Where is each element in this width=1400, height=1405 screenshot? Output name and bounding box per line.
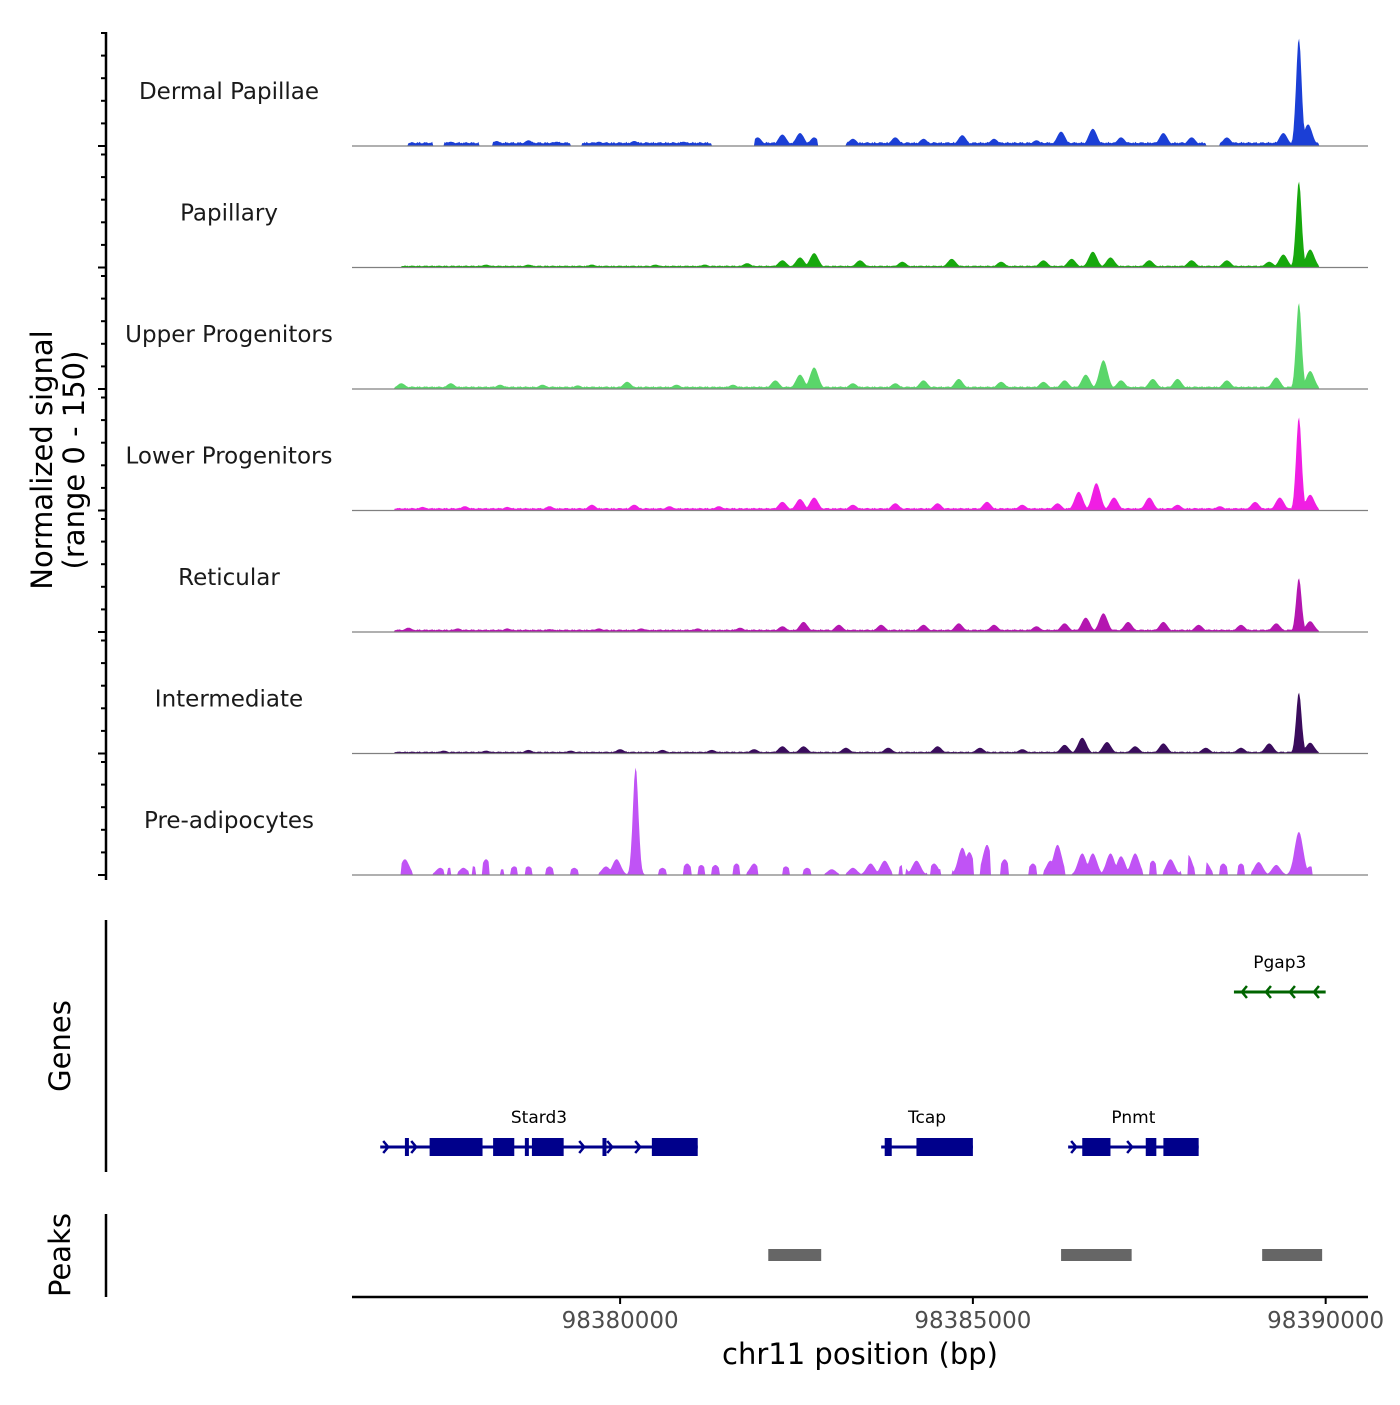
x-tick-label: 98390000 bbox=[1267, 1308, 1384, 1334]
coverage-area bbox=[352, 692, 1368, 754]
gene-exon bbox=[404, 1138, 409, 1156]
track-label: Reticular bbox=[178, 565, 280, 591]
coverage-track: Intermediate bbox=[155, 687, 1368, 755]
coverage-panel: Dermal Papillae Papillary Upper Progenitor… bbox=[125, 38, 1368, 876]
coverage-track: Pre-adipocytes bbox=[144, 767, 1368, 876]
peak-region bbox=[768, 1249, 822, 1261]
strand-arrow bbox=[606, 1140, 614, 1154]
peak-region bbox=[1061, 1249, 1132, 1261]
coverage-area bbox=[352, 578, 1368, 632]
peaks-panel: Peaks bbox=[43, 1213, 1323, 1297]
x-tick-label: 98380000 bbox=[562, 1308, 679, 1334]
coverage-area bbox=[352, 38, 1368, 146]
track-label: Upper Progenitors bbox=[125, 322, 333, 348]
strand-arrow bbox=[1240, 985, 1248, 999]
genes-panel-title: Genes bbox=[43, 1000, 77, 1092]
gene-exon bbox=[429, 1138, 483, 1156]
strand-arrow bbox=[1288, 985, 1296, 999]
strand-arrow bbox=[410, 1140, 418, 1154]
gene-exon bbox=[916, 1138, 973, 1156]
genes-panel: Genes Stard3 Tcap Pnmt Pgap3 bbox=[43, 920, 1326, 1172]
gene: Pgap3 bbox=[1233, 953, 1326, 999]
gene-label: Tcap bbox=[907, 1108, 946, 1128]
coverage-track: Dermal Papillae bbox=[139, 38, 1368, 147]
x-tick-label: 98385000 bbox=[914, 1308, 1031, 1334]
gene-exon bbox=[1163, 1138, 1199, 1156]
track-label: Lower Progenitors bbox=[126, 444, 333, 470]
gene-label: Pnmt bbox=[1111, 1108, 1155, 1128]
strand-arrow bbox=[634, 1140, 642, 1154]
gene-exon bbox=[493, 1138, 515, 1156]
gene-exon bbox=[1082, 1138, 1111, 1156]
coverage-area bbox=[352, 767, 1368, 875]
coverage-track: Reticular bbox=[178, 565, 1368, 633]
gene-exon bbox=[651, 1138, 698, 1156]
y-axis-title-line-1: Normalized signal bbox=[25, 330, 59, 589]
gene-exon bbox=[531, 1138, 564, 1156]
gene: Pnmt bbox=[1068, 1108, 1199, 1156]
strand-arrow bbox=[382, 1140, 390, 1154]
peaks-panel-title: Peaks bbox=[43, 1213, 77, 1297]
x-axis: chr11 position (bp) 98380000 98385000 9839… bbox=[352, 1295, 1384, 1371]
coverage-area bbox=[352, 181, 1368, 268]
coverage-track: Upper Progenitors bbox=[125, 303, 1368, 390]
gene-exon bbox=[602, 1138, 607, 1156]
coverage-track: Lower Progenitors bbox=[126, 417, 1368, 512]
x-axis-title: chr11 position (bp) bbox=[722, 1337, 998, 1371]
y-axis-title-line-2: (range 0 - 150) bbox=[57, 351, 91, 570]
gene-exon bbox=[524, 1138, 529, 1156]
track-label: Intermediate bbox=[155, 687, 303, 713]
coverage-area bbox=[352, 417, 1368, 511]
gene-label: Pgap3 bbox=[1253, 953, 1306, 973]
strand-arrow bbox=[1126, 1140, 1134, 1154]
strand-arrow bbox=[1070, 1140, 1078, 1154]
peak-region bbox=[1262, 1249, 1323, 1261]
coverage-track: Papillary bbox=[180, 181, 1368, 269]
track-label: Pre-adipocytes bbox=[144, 808, 314, 834]
gene: Stard3 bbox=[380, 1108, 698, 1156]
gene-label: Stard3 bbox=[511, 1108, 567, 1128]
coverage-y-axis: Normalized signal (range 0 - 150) bbox=[25, 32, 108, 880]
gene-exon bbox=[884, 1138, 892, 1156]
track-label: Papillary bbox=[180, 201, 278, 227]
gene: Tcap bbox=[881, 1108, 973, 1156]
coverage-area bbox=[352, 303, 1368, 389]
gene-exon bbox=[1145, 1138, 1157, 1156]
strand-arrow bbox=[1264, 985, 1272, 999]
strand-arrow bbox=[578, 1140, 586, 1154]
strand-arrow bbox=[1312, 985, 1320, 999]
track-label: Dermal Papillae bbox=[139, 79, 319, 105]
